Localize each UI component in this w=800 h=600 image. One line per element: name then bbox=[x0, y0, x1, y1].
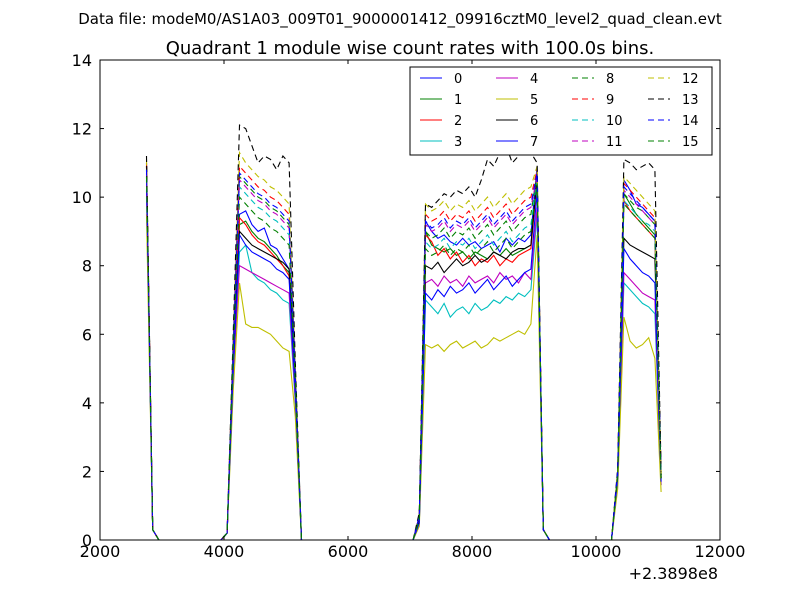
y-tick-label: 0 bbox=[82, 531, 92, 550]
x-offset-label: +2.3898e8 bbox=[629, 564, 718, 583]
legend-label-0: 0 bbox=[454, 72, 462, 87]
legend-label-12: 12 bbox=[682, 72, 699, 87]
x-axis: 2000 4000 6000 8000 10000 12000 bbox=[80, 60, 746, 561]
y-tick-label: 12 bbox=[72, 120, 92, 139]
y-tick-label: 2 bbox=[82, 462, 92, 481]
legend-label-14: 14 bbox=[682, 114, 699, 129]
y-tick-label: 6 bbox=[82, 325, 92, 344]
legend-label-1: 1 bbox=[454, 93, 462, 108]
legend-label-2: 2 bbox=[454, 114, 462, 129]
legend-label-10: 10 bbox=[606, 114, 623, 129]
legend-label-4: 4 bbox=[530, 72, 538, 87]
x-tick-label: 10000 bbox=[571, 542, 622, 561]
legend-label-6: 6 bbox=[530, 114, 538, 129]
y-tick-label: 8 bbox=[82, 257, 92, 276]
legend-frame bbox=[409, 66, 713, 156]
x-tick-label: 8000 bbox=[452, 542, 493, 561]
legend-label-7: 7 bbox=[530, 135, 538, 150]
y-tick-label: 10 bbox=[72, 188, 92, 207]
y-tick-label: 4 bbox=[82, 394, 92, 413]
chart-title: Quadrant 1 module wise count rates with … bbox=[166, 38, 655, 59]
x-tick-label: 2000 bbox=[80, 542, 121, 561]
legend-label-13: 13 bbox=[682, 93, 699, 108]
legend-label-15: 15 bbox=[682, 135, 699, 150]
chart-suptitle: Data file: modeM0/AS1A03_009T01_90000014… bbox=[78, 10, 722, 29]
legend-label-5: 5 bbox=[530, 93, 538, 108]
series-line-5 bbox=[145, 214, 662, 540]
legend-label-8: 8 bbox=[606, 72, 614, 87]
x-tick-label: 6000 bbox=[328, 542, 369, 561]
legend-label-9: 9 bbox=[606, 93, 614, 108]
plot-frame bbox=[99, 59, 721, 541]
x-tick-label: 4000 bbox=[204, 542, 245, 561]
y-tick-label: 14 bbox=[72, 51, 92, 70]
x-tick-label: 12000 bbox=[695, 542, 746, 561]
series-group bbox=[145, 124, 662, 540]
legend-label-3: 3 bbox=[454, 135, 462, 150]
legend-label-11: 11 bbox=[606, 135, 623, 150]
